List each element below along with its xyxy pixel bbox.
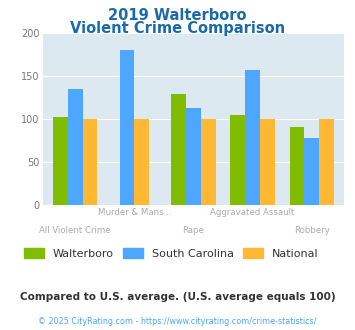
Text: Violent Crime Comparison: Violent Crime Comparison xyxy=(70,21,285,36)
Text: 2019 Walterboro: 2019 Walterboro xyxy=(108,8,247,23)
Text: Rape: Rape xyxy=(182,226,204,235)
Text: All Violent Crime: All Violent Crime xyxy=(39,226,111,235)
Bar xyxy=(319,119,334,205)
Bar xyxy=(304,138,319,205)
Bar xyxy=(171,94,186,205)
Text: Aggravated Assault: Aggravated Assault xyxy=(211,208,295,217)
Text: Compared to U.S. average. (U.S. average equals 100): Compared to U.S. average. (U.S. average … xyxy=(20,292,335,302)
Text: Robbery: Robbery xyxy=(294,226,330,235)
Bar xyxy=(82,119,97,205)
Bar xyxy=(260,119,275,205)
Text: © 2025 CityRating.com - https://www.cityrating.com/crime-statistics/: © 2025 CityRating.com - https://www.city… xyxy=(38,317,317,326)
Bar xyxy=(201,119,216,205)
Legend: Walterboro, South Carolina, National: Walterboro, South Carolina, National xyxy=(20,244,323,263)
Bar xyxy=(186,108,201,205)
Bar xyxy=(134,119,149,205)
Bar xyxy=(230,115,245,205)
Bar xyxy=(120,50,134,205)
Text: Murder & Mans...: Murder & Mans... xyxy=(98,208,171,217)
Bar xyxy=(53,117,68,205)
Bar xyxy=(290,126,305,205)
Bar xyxy=(68,89,83,205)
Bar xyxy=(245,70,260,205)
